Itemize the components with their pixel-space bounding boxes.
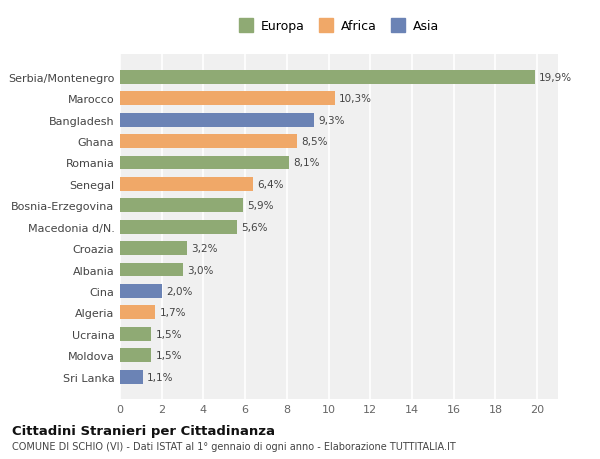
- Bar: [120, 113, 314, 127]
- Bar: [120, 348, 151, 362]
- Bar: [120, 306, 155, 319]
- Legend: Europa, Africa, Asia: Europa, Africa, Asia: [235, 17, 443, 37]
- Text: 5,6%: 5,6%: [241, 222, 268, 232]
- Text: 10,3%: 10,3%: [339, 94, 372, 104]
- Text: 3,0%: 3,0%: [187, 265, 213, 275]
- Bar: [120, 178, 253, 191]
- Text: 8,1%: 8,1%: [293, 158, 320, 168]
- Bar: [120, 241, 187, 256]
- Text: 6,4%: 6,4%: [257, 179, 284, 190]
- Text: 1,5%: 1,5%: [155, 350, 182, 360]
- Bar: [120, 370, 143, 384]
- Text: 1,7%: 1,7%: [160, 308, 186, 318]
- Text: 19,9%: 19,9%: [539, 73, 572, 83]
- Bar: [120, 220, 237, 234]
- Text: 5,9%: 5,9%: [247, 201, 274, 211]
- Text: 9,3%: 9,3%: [318, 115, 344, 125]
- Bar: [120, 199, 243, 213]
- Bar: [120, 135, 297, 149]
- Text: Cittadini Stranieri per Cittadinanza: Cittadini Stranieri per Cittadinanza: [12, 424, 275, 437]
- Bar: [120, 92, 335, 106]
- Text: 1,1%: 1,1%: [147, 372, 173, 382]
- Bar: [120, 156, 289, 170]
- Text: 1,5%: 1,5%: [155, 329, 182, 339]
- Text: 8,5%: 8,5%: [301, 137, 328, 147]
- Bar: [120, 71, 535, 84]
- Text: COMUNE DI SCHIO (VI) - Dati ISTAT al 1° gennaio di ogni anno - Elaborazione TUTT: COMUNE DI SCHIO (VI) - Dati ISTAT al 1° …: [12, 441, 456, 451]
- Bar: [120, 327, 151, 341]
- Bar: [120, 263, 182, 277]
- Text: 3,2%: 3,2%: [191, 244, 217, 253]
- Text: 2,0%: 2,0%: [166, 286, 192, 296]
- Bar: [120, 284, 162, 298]
